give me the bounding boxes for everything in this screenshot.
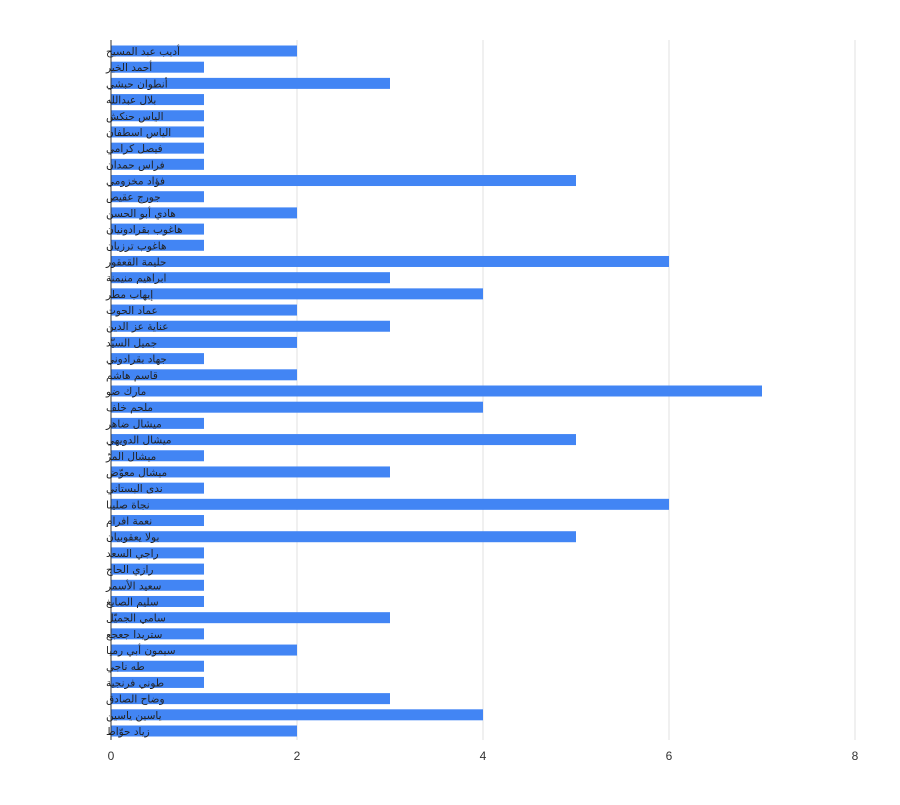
x-tick-label: 6 <box>666 749 673 763</box>
category-label: هادي أبو الحسن <box>106 206 176 220</box>
bar <box>111 320 390 332</box>
category-label: ندى البستاني <box>106 483 163 495</box>
x-tick-label: 4 <box>480 749 487 763</box>
bar <box>111 336 297 348</box>
category-label: الياس اسطفان <box>106 127 171 139</box>
bars <box>111 45 762 737</box>
category-label: حليمة القعقور <box>105 256 166 268</box>
bar <box>111 644 297 656</box>
category-label: ميشال الدويهي <box>106 435 172 447</box>
category-label: زياد حوّاط <box>106 726 150 738</box>
category-label: إيهاب مطر <box>105 289 153 301</box>
category-label: هاغوب بقرادونيان <box>106 224 183 236</box>
bar <box>111 288 483 300</box>
category-label: ميشال معوّض <box>106 467 167 479</box>
category-label: نعمة افرام <box>106 516 152 528</box>
category-label: سيمون أبي رميا <box>106 643 176 657</box>
bar <box>111 142 204 154</box>
category-label: أحمد الخير <box>105 60 152 74</box>
bar <box>111 401 483 413</box>
category-labels: أديب عبد المسيح أحمد الخير أنطوان حبشي بلال… <box>105 44 183 738</box>
bar <box>111 547 204 559</box>
bar <box>111 434 576 446</box>
bar <box>111 693 390 705</box>
bar <box>111 595 204 607</box>
bar <box>111 94 204 106</box>
category-label: وضاح الصادق <box>106 694 165 706</box>
bar <box>111 223 204 235</box>
bar <box>111 482 204 494</box>
x-tick-labels: 0 2 4 6 8 <box>108 749 859 763</box>
bar <box>111 579 204 591</box>
bar <box>111 466 390 478</box>
category-label: بلال عبدالله <box>106 95 156 107</box>
category-label: قاسم هاشم <box>106 370 158 382</box>
x-tick-label: 2 <box>294 749 301 763</box>
bar <box>111 45 297 57</box>
category-label: نجاة صليبا <box>106 499 150 511</box>
bar <box>111 369 297 381</box>
bar <box>111 628 204 640</box>
bar <box>111 207 297 219</box>
category-label: بولا يعقوبيان <box>106 532 159 544</box>
category-label: طوني فرنجية <box>106 677 164 689</box>
category-label: طه ناجي <box>106 661 145 673</box>
category-label: سعيد الأسمر <box>105 579 161 592</box>
category-label: فيصل كرامي <box>106 143 163 155</box>
bar <box>111 709 483 721</box>
category-label: ابراهيم منيمنة <box>106 273 166 285</box>
bar <box>111 255 669 267</box>
category-label: جميل السيّد <box>106 337 157 349</box>
bar <box>111 450 204 462</box>
bar <box>111 725 297 737</box>
bar <box>111 417 204 429</box>
bar <box>111 239 204 251</box>
bar <box>111 158 204 170</box>
bar <box>111 304 297 316</box>
bar <box>111 385 762 397</box>
category-label: سليم الصايغ <box>106 596 159 608</box>
category-label: رازي الحاج <box>106 564 154 576</box>
category-label: عماد الحوت <box>106 305 158 317</box>
bar <box>111 61 204 73</box>
category-label: مارك ضو <box>105 386 146 398</box>
category-label: ياسين ياسين <box>106 710 162 722</box>
x-tick-label: 8 <box>852 749 859 763</box>
category-label: أنطوان حبشي <box>106 76 168 90</box>
category-label: أديب عبد المسيح <box>106 44 180 58</box>
bar <box>111 272 390 284</box>
category-label: فراس حمدان <box>106 159 165 171</box>
bar <box>111 498 669 510</box>
bar <box>111 660 204 672</box>
bar <box>111 563 204 575</box>
category-label: راجي السعد <box>106 548 159 560</box>
category-label: جهاد بقرادوني <box>106 354 167 366</box>
category-label: سامي الجميّل <box>106 613 166 625</box>
bar <box>111 77 390 89</box>
category-label: هاغوب ترزيان <box>106 240 167 252</box>
category-label: فؤاد مخزومي <box>106 176 165 188</box>
bar <box>111 126 204 138</box>
category-label: ملحم خلف <box>106 402 153 414</box>
bar <box>111 612 390 624</box>
bar <box>111 515 204 527</box>
category-label: ميشال المرّ <box>105 451 156 463</box>
category-label: جورج عقيص <box>106 192 161 204</box>
category-label: الياس حنكش <box>106 111 163 123</box>
category-label: ستريدا جعجع <box>106 629 162 641</box>
bar <box>111 353 204 365</box>
x-tick-label: 0 <box>108 749 115 763</box>
bar <box>111 531 576 543</box>
bar <box>111 191 204 203</box>
bar <box>111 175 576 187</box>
bar <box>111 676 204 688</box>
category-label: ميشال ضاهر <box>105 418 162 430</box>
bar <box>111 110 204 122</box>
category-label: عناية عز الدين <box>106 321 168 333</box>
